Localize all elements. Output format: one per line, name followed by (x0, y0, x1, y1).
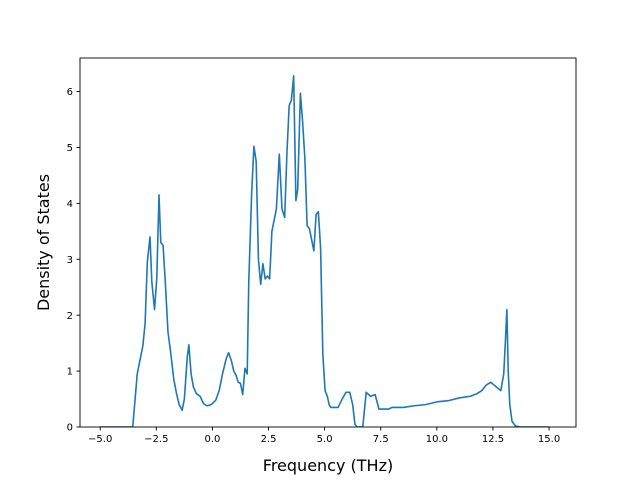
series-line-0 (100, 75, 550, 427)
y-tick-label: 6 (67, 87, 73, 98)
x-axis-label: Frequency (THz) (263, 456, 393, 475)
y-axis-label: Density of States (34, 174, 53, 311)
x-tick-label: 15.0 (538, 434, 560, 445)
x-tick-label: 2.5 (261, 434, 277, 445)
y-tick-label: 1 (67, 367, 73, 378)
x-tick-label: 10.0 (426, 434, 448, 445)
y-tick-label: 4 (67, 199, 73, 210)
y-tick-label: 3 (67, 255, 73, 266)
x-tick-label: −5.0 (88, 434, 112, 445)
axes-frame (79, 57, 577, 428)
y-tick-label: 2 (67, 311, 73, 322)
x-tick-label: 5.0 (317, 434, 333, 445)
y-tick-label: 5 (67, 143, 73, 154)
plot-area: −5.0 −2.5 0.0 2.5 5.0 7.5 10.0 12.5 15.0 0 1 2 3 4 5 6 (67, 57, 577, 445)
y-tick-label: 0 (67, 423, 73, 434)
x-tick-label: 12.5 (482, 434, 504, 445)
x-tick-label: −2.5 (144, 434, 168, 445)
x-tick-label: 7.5 (373, 434, 389, 445)
x-tick-label: 0.0 (204, 434, 220, 445)
